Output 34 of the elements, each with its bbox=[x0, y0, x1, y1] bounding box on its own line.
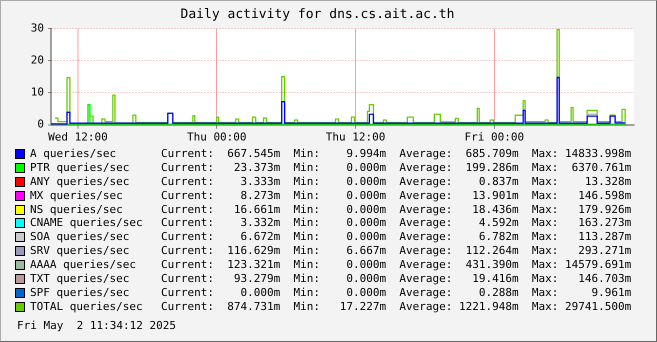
chart-title: Daily activity for dns.cs.ait.ac.th bbox=[180, 7, 454, 22]
legend-label: MX queries/sec bbox=[30, 188, 124, 203]
text: Current: 3.332m Min: 0.000m Average: 4.592m Max: 163.273m bbox=[161, 216, 632, 230]
text: Current: 16.661m Min: 0.000m Average: 18.436m Max: 179.926m bbox=[161, 202, 632, 216]
x-tick-label: Thu 12:00 bbox=[326, 130, 386, 144]
y-tick-label: 10 bbox=[30, 86, 44, 99]
text: Current: 6.672m Min: 0.000m Average: 6.782m Max: 113.287m bbox=[161, 230, 632, 244]
text: Current: 0.000m Min: 0.000m Average: 0.288m Max: 9.961m bbox=[161, 286, 632, 300]
legend-label: SOA queries/sec bbox=[30, 230, 130, 244]
text: Current: 3.333m Min: 0.000m Average: 0.837m Max: 13.328m bbox=[161, 174, 632, 189]
text: Current: 23.373m Min: 0.000m Average: 199.286m Max: 6370.761m bbox=[161, 160, 632, 175]
legend-label: ANY queries/sec bbox=[30, 174, 130, 189]
x-tick-label: Thu 00:00 bbox=[186, 130, 247, 144]
text: Current: 123.321m Min: 0.000m Average: 431.390m Max: 14579.691m bbox=[161, 258, 632, 272]
legend-label: NS queries/sec bbox=[30, 202, 124, 216]
legend-label: TXT queries/sec bbox=[30, 272, 130, 286]
legend-label: SPF queries/sec bbox=[30, 286, 130, 300]
text: Current: 116.629m Min: 6.667m Average: 112.264m Max: 293.271m bbox=[161, 244, 632, 258]
text: Current: 8.273m Min: 0.000m Average: 13.901m Max: 146.598m bbox=[161, 188, 632, 203]
x-tick-label: Wed 12:00 bbox=[48, 130, 108, 144]
legend-label: TOTAL queries/sec bbox=[30, 300, 144, 314]
x-tick-label: Fri 00:00 bbox=[464, 130, 524, 144]
text: Current: 667.545m Min: 9.994m Average: 685.709m Max: 14833.998m bbox=[161, 147, 632, 161]
y-tick-label: 20 bbox=[30, 54, 44, 67]
y-tick-label: 30 bbox=[30, 21, 44, 34]
legend-label: PTR queries/sec bbox=[30, 160, 130, 175]
y-tick-label: 0 bbox=[37, 118, 44, 131]
legend-label: A queries/sec bbox=[30, 147, 118, 161]
text: Fri May 2 11:34:12 2025 bbox=[17, 319, 176, 332]
text: Current: 874.731m Min: 17.227m Average: 1221.948m Max: 29741.500m bbox=[161, 300, 632, 314]
legend-label: AAAA queries/sec bbox=[30, 258, 137, 272]
legend-label: SRV queries/sec bbox=[30, 244, 130, 258]
legend-label: CNAME queries/sec bbox=[30, 216, 144, 230]
text: Current: 93.279m Min: 0.000m Average: 19.416m Max: 146.703m bbox=[161, 272, 632, 286]
